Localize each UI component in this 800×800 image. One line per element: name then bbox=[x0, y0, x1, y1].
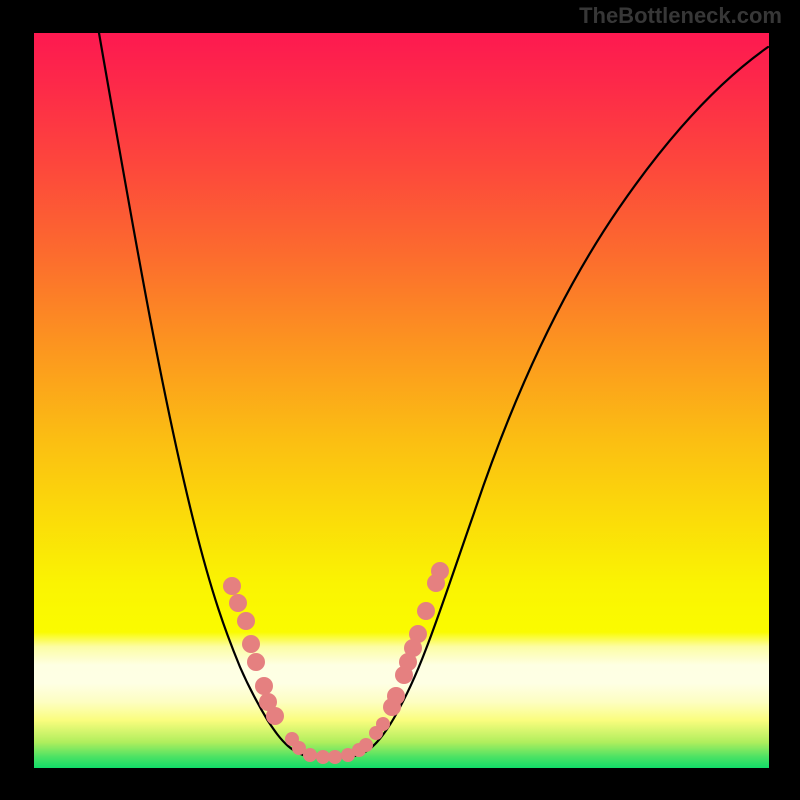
markers-left bbox=[223, 577, 284, 725]
markers-right bbox=[383, 562, 449, 716]
marker-dot bbox=[255, 677, 273, 695]
marker-dot bbox=[359, 738, 373, 752]
marker-dot bbox=[223, 577, 241, 595]
marker-dot bbox=[316, 750, 330, 764]
marker-dot bbox=[237, 612, 255, 630]
marker-dot bbox=[247, 653, 265, 671]
marker-dot bbox=[417, 602, 435, 620]
chart-plot-area bbox=[34, 33, 769, 768]
marker-dot bbox=[303, 748, 317, 762]
marker-dot bbox=[387, 687, 405, 705]
chart-root: TheBottleneck.com bbox=[0, 0, 800, 800]
marker-dot bbox=[229, 594, 247, 612]
markers-bottom bbox=[285, 717, 390, 764]
marker-dot bbox=[409, 625, 427, 643]
marker-dot bbox=[266, 707, 284, 725]
marker-dot bbox=[431, 562, 449, 580]
curve-left-branch bbox=[99, 33, 331, 757]
marker-dot bbox=[328, 750, 342, 764]
watermark-text: TheBottleneck.com bbox=[579, 3, 782, 29]
chart-curve-layer bbox=[34, 33, 769, 768]
marker-dot bbox=[242, 635, 260, 653]
marker-dot bbox=[376, 717, 390, 731]
curve-right-branch bbox=[331, 47, 768, 757]
